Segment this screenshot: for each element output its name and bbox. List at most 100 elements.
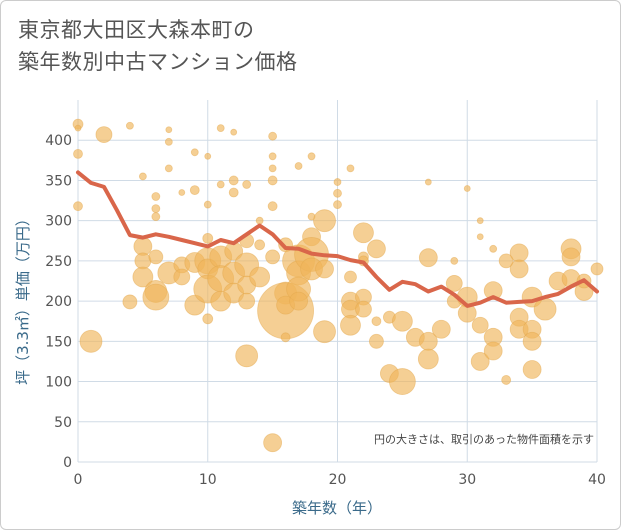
bubble-point [388, 368, 416, 395]
bubble-point [216, 180, 225, 189]
bubble-point [471, 316, 489, 334]
bubble-point [151, 212, 161, 222]
bubble-point [228, 175, 239, 186]
bubble-point [134, 252, 152, 270]
bubble-point [122, 294, 138, 310]
y-tick-label: 100 [45, 375, 72, 391]
bubble-point [483, 341, 503, 361]
bubble-point [249, 266, 271, 288]
bubble-point [173, 268, 191, 286]
bubble-point [498, 253, 514, 269]
bubble-point [216, 124, 225, 133]
size-annotation: 円の大きさは、取引のあった物件面積を示す [374, 432, 594, 446]
bubble-point [230, 128, 238, 136]
bubble-point [509, 259, 529, 279]
y-tick-label: 0 [63, 455, 72, 471]
bubble-point [73, 201, 83, 212]
bubble-point [268, 164, 277, 173]
bubble-layer [72, 118, 604, 453]
bubble-point [132, 266, 154, 288]
y-tick-label: 200 [45, 294, 72, 310]
x-tick-label: 30 [458, 472, 476, 488]
bubble-point [344, 270, 357, 284]
y-tick-label: 400 [45, 133, 72, 149]
bubble-point [501, 375, 512, 385]
bubble-point [165, 126, 173, 134]
bubble-point [313, 320, 336, 344]
bubble-point [353, 222, 374, 244]
y-tick-label: 350 [45, 173, 72, 189]
x-axis-label: 築年数（年） [292, 499, 382, 517]
bubble-point [431, 319, 451, 339]
grid-lines [77, 100, 598, 463]
bubble-point [73, 148, 83, 159]
bubble-point [268, 152, 277, 161]
bubble-point [561, 247, 581, 267]
bubble-point [142, 283, 170, 311]
bubble-point [476, 217, 484, 225]
x-tick-labels: 0 10 20 30 40 [74, 472, 606, 488]
y-tick-labels: 0 50 100 150 200 250 300 350 400 [45, 133, 72, 471]
y-tick-label: 250 [45, 254, 72, 270]
bubble-point [238, 292, 256, 310]
bubble-point [203, 200, 212, 209]
bubble-point [445, 275, 463, 292]
bubble-point [509, 243, 529, 263]
chart-title: 東京都大田区大森本町の 築年数別中古マンション価格 [18, 18, 298, 74]
bubble-point [164, 137, 173, 146]
bubble-point [391, 310, 413, 332]
bubble-point [346, 164, 355, 173]
bubble-point [355, 300, 372, 318]
x-tick-label: 40 [588, 472, 606, 488]
bubble-point [204, 152, 212, 160]
bubble-point [417, 348, 439, 370]
bubble-point [202, 232, 214, 244]
bubble-point [95, 126, 113, 143]
bubble-point [148, 249, 164, 265]
bubble-point [138, 172, 147, 181]
bubble-point [267, 175, 278, 186]
bubble-point [74, 124, 82, 132]
bubble-point [315, 259, 334, 279]
bubble-point [483, 281, 503, 301]
bubble-point [268, 131, 278, 141]
bubble-point [424, 178, 432, 186]
bubble-point [418, 248, 438, 268]
bubble-point [235, 344, 259, 368]
x-tick-label: 0 [74, 472, 83, 488]
bubble-point [522, 331, 542, 351]
bubble-point [263, 433, 283, 453]
bubble-point [265, 249, 281, 265]
bubble-point [289, 291, 308, 311]
bubble-point [369, 333, 384, 349]
x-tick-label: 10 [199, 472, 217, 488]
bubble-point [267, 201, 278, 212]
bubble-point [189, 185, 200, 195]
bubble-point [450, 256, 459, 265]
bubble-point [313, 209, 336, 233]
bubble-point [255, 216, 264, 225]
bubble-point [307, 152, 316, 161]
bubble-point [590, 262, 604, 276]
bubble-point [294, 162, 303, 170]
bubble-point [228, 187, 239, 198]
bubble-point [125, 121, 134, 130]
bubble-point [79, 329, 103, 353]
bubble-point [476, 233, 484, 241]
bubble-point [463, 185, 471, 192]
y-tick-label: 150 [45, 334, 72, 350]
trend-line-layer [76, 170, 599, 308]
bubble-point [190, 148, 199, 157]
bubble-point [151, 192, 161, 201]
bubble-point [333, 188, 342, 198]
y-tick-label: 300 [45, 214, 72, 230]
bubble-point [202, 313, 214, 325]
bubble-point [178, 189, 186, 196]
bubble-point [280, 332, 291, 343]
y-tick-label: 50 [54, 415, 72, 431]
bubble-point [470, 352, 490, 371]
average-price-line [76, 170, 599, 308]
bubble-point [522, 360, 542, 379]
bubble-point [164, 164, 173, 173]
bubble-point [254, 239, 266, 251]
